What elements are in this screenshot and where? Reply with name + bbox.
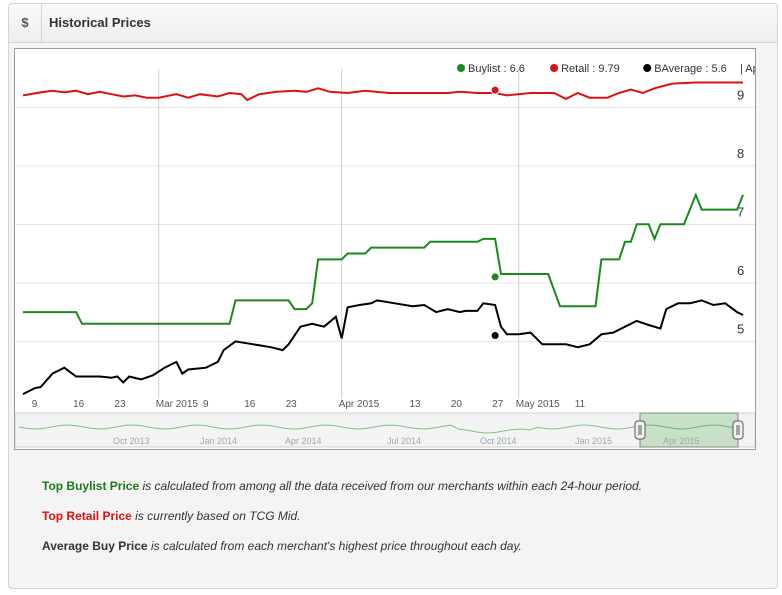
dollar-icon: $: [9, 4, 42, 42]
x-tick-label: 23: [114, 399, 126, 410]
legend-date: | April 12, 2015: [740, 63, 755, 75]
note-average: Average Buy Price is calculated from eac…: [42, 538, 742, 568]
navigator-label: Jan 2015: [575, 436, 612, 446]
navigator-label: Apr 2014: [285, 436, 322, 446]
y-tick-label: 9: [737, 87, 744, 102]
y-tick-label: 7: [737, 205, 744, 220]
note-buylist-title: Top Buylist Price: [42, 479, 140, 493]
navigator-label: Oct 2013: [113, 436, 150, 446]
x-tick-label: 9: [32, 399, 38, 410]
note-retail-text: is currently based on TCG Mid.: [131, 509, 301, 523]
navigator-label: Jan 2014: [200, 436, 237, 446]
hover-marker-retail: [490, 85, 500, 95]
navigator-left-handle[interactable]: [634, 420, 646, 440]
price-notes: Top Buylist Price is calculated from amo…: [42, 478, 742, 568]
legend-label-1[interactable]: Retail : 9.79: [561, 63, 620, 75]
y-tick-label: 6: [737, 263, 744, 278]
navigator-selection[interactable]: [639, 412, 739, 448]
series-line-retail[interactable]: [22, 81, 743, 102]
note-average-text: is calculated from each merchant's highe…: [147, 539, 522, 553]
note-retail: Top Retail Price is currently based on T…: [42, 508, 742, 538]
x-tick-label: 16: [73, 399, 85, 410]
series-line-baverage[interactable]: [22, 299, 744, 395]
legend-swatch-0: [457, 64, 465, 72]
panel-title: Historical Prices: [49, 15, 151, 30]
x-tick-label: Apr 2015: [339, 399, 380, 410]
x-tick-label: 20: [451, 399, 463, 410]
y-tick-label: 8: [737, 146, 744, 161]
panel-header: $ Historical Prices: [9, 4, 777, 43]
note-buylist: Top Buylist Price is calculated from amo…: [42, 478, 742, 508]
hover-marker-buylist: [490, 272, 500, 282]
price-chart-svg[interactable]: 5 6 7 8 9 Buylist : 6.6 Retail : 9.79 BAverage …: [14, 49, 782, 449]
legend-label-0[interactable]: Buylist : 6.6: [468, 63, 525, 75]
navigator-label: Oct 2014: [480, 436, 517, 446]
legend-swatch-1: [550, 64, 559, 72]
note-buylist-text: is calculated from among all the data re…: [139, 479, 643, 493]
navigator-series-line: [18, 424, 740, 434]
y-tick-label: 5: [737, 322, 744, 337]
x-tick-label: 27: [492, 399, 504, 410]
x-tick-label: 9: [203, 399, 209, 410]
price-chart[interactable]: 5 6 7 8 9 Buylist : 6.6 Retail : 9.79 BAverage …: [14, 48, 782, 450]
navigator-label: Jul 2014: [387, 436, 421, 446]
x-tick-label: May 2015: [516, 399, 560, 410]
navigator-label: Apr 2015: [663, 436, 700, 446]
x-tick-label: Mar 2015: [156, 399, 199, 410]
hover-marker-baverage: [490, 331, 500, 340]
navigator-right-handle[interactable]: [732, 420, 744, 440]
series-line-buylist[interactable]: [23, 192, 744, 325]
x-tick-label: 13: [410, 399, 422, 410]
note-retail-title: Top Retail Price: [42, 509, 132, 523]
x-tick-label: 16: [244, 399, 256, 410]
x-tick-label: 23: [286, 399, 298, 410]
legend-swatch-2: [643, 64, 652, 72]
note-average-title: Average Buy Price: [42, 539, 148, 553]
legend-label-2[interactable]: BAverage : 5.6: [654, 63, 727, 75]
x-tick-label: 11: [575, 399, 586, 410]
